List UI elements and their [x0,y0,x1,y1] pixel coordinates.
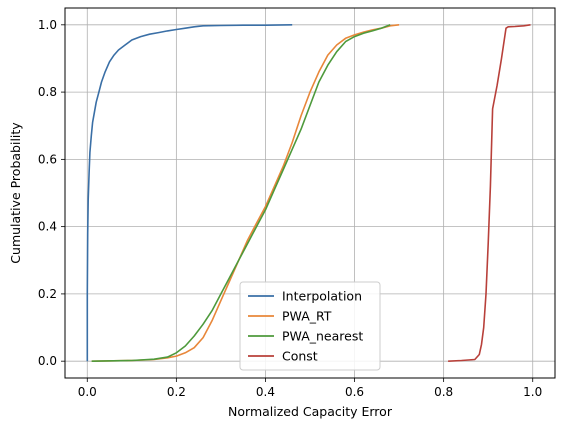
x-tick-label: 0.4 [256,385,275,399]
x-axis-label: Normalized Capacity Error [228,404,393,419]
series-line-interpolation [86,24,293,362]
series-lines [86,24,531,362]
axis-ticks: 0.0 0.2 0.4 0.6 0.8 1.0 0.0 0.2 0.4 0.6 0.8 1.0 [38,18,542,399]
legend-label: PWA_RT [282,309,332,324]
series-line-pwa-nearest [91,24,391,362]
legend-label: PWA_nearest [282,329,363,344]
y-tick-label: 0.6 [38,152,57,166]
plot-frame [64,7,556,379]
x-tick-label: 0.0 [78,385,97,399]
legend-box [239,281,381,371]
x-tick-label: 0.6 [345,385,364,399]
legend-label: Interpolation [282,289,362,304]
y-axis-label: Cumulative Probability [8,122,23,264]
y-tick-label: 0.8 [38,85,57,99]
series-line-const [448,24,531,362]
series-line-pwa-rt [91,24,400,362]
legend: Interpolation PWA_RT PWA_nearest Const [239,281,381,371]
x-tick-label: 0.2 [167,385,186,399]
y-tick-label: 1.0 [38,18,57,32]
y-tick-label: 0.2 [38,287,57,301]
legend-label: Const [282,349,318,364]
x-tick-label: 0.8 [434,385,453,399]
grid [65,8,555,378]
x-tick-label: 1.0 [523,385,542,399]
y-tick-label: 0.4 [38,220,57,234]
y-tick-label: 0.0 [38,354,57,368]
